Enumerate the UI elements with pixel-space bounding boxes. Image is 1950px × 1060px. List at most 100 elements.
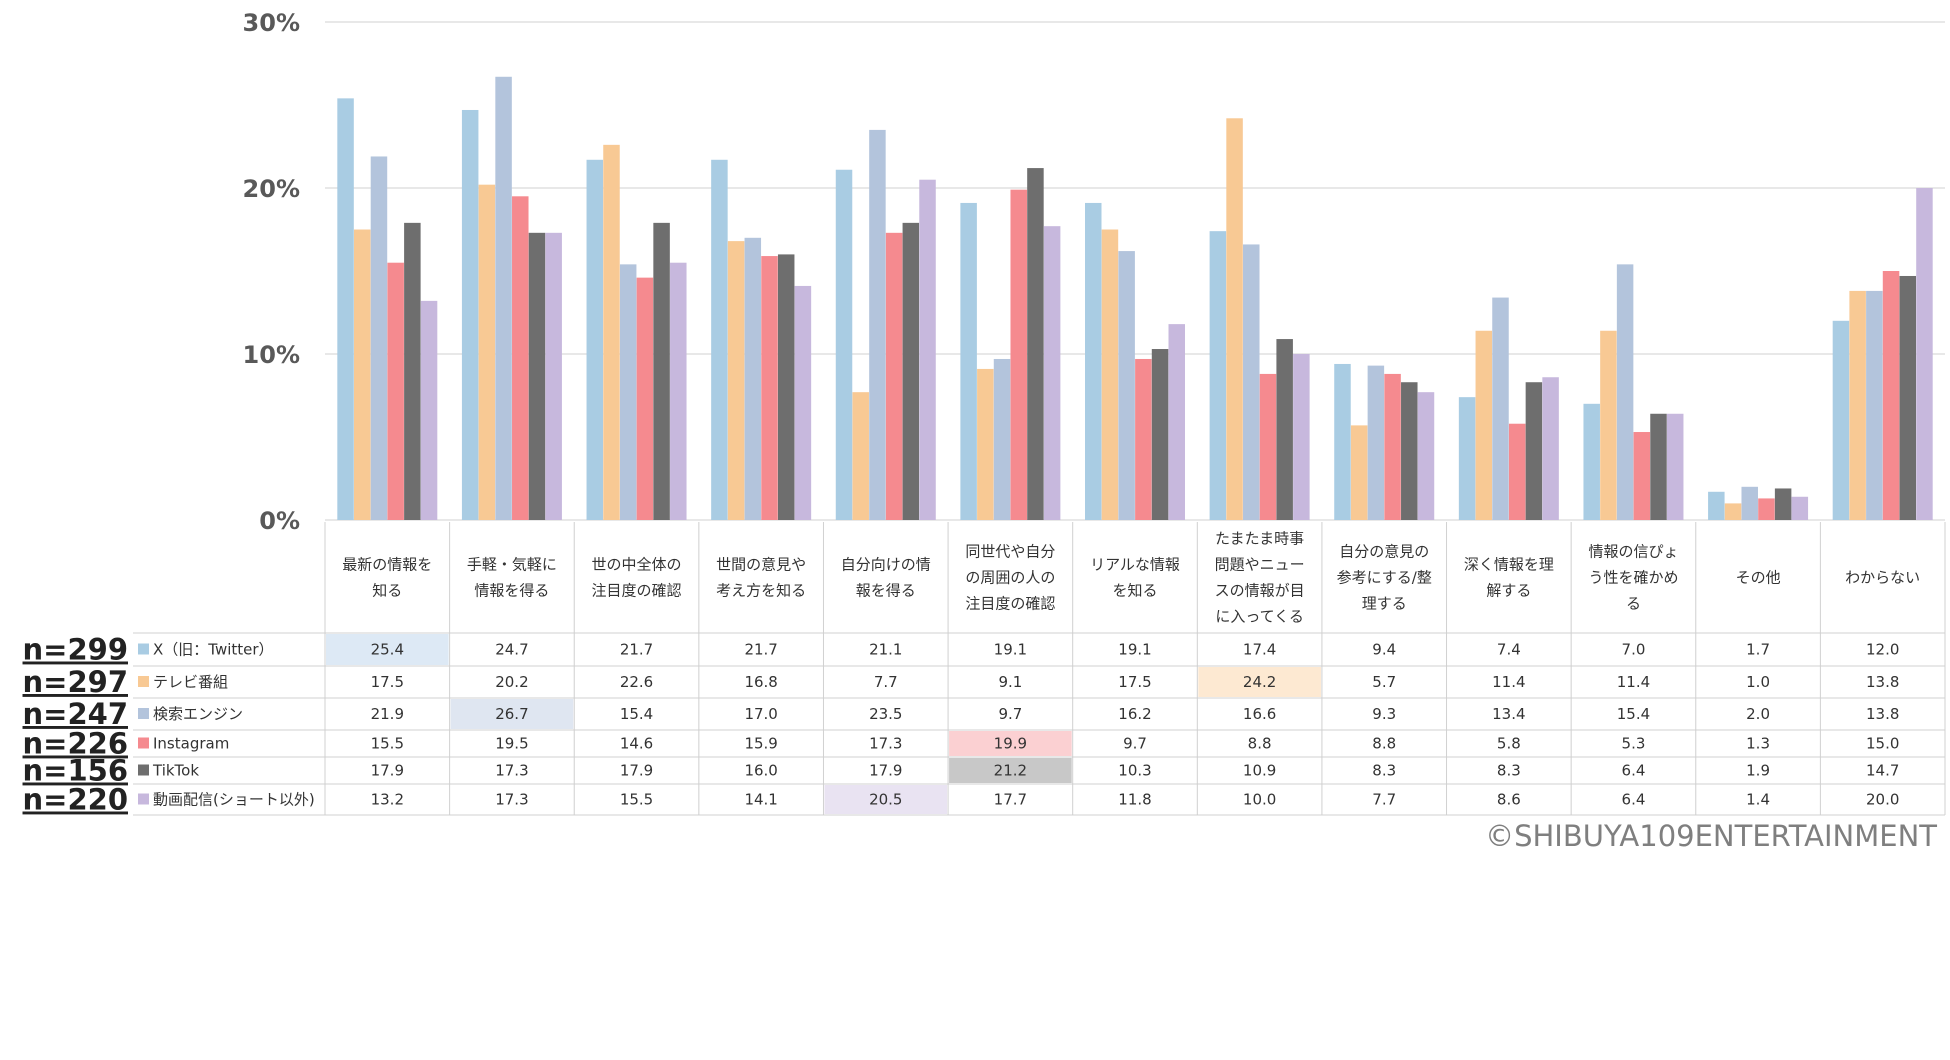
data-cell: 21.7 [620, 641, 653, 659]
bar [1525, 382, 1543, 520]
legend-swatch [138, 708, 149, 719]
category-label: リアルな情報を知る [1090, 556, 1180, 600]
legend-swatch [138, 737, 149, 749]
data-cell: 15.5 [371, 735, 404, 753]
legend-swatch [138, 643, 149, 655]
bar [1293, 354, 1310, 520]
bar [545, 232, 562, 520]
highlight-cell [450, 699, 574, 729]
highlight-cell [824, 785, 948, 814]
y-tick-label: 10% [243, 341, 300, 369]
data-cell: 7.4 [1497, 641, 1521, 659]
bar [1774, 488, 1792, 520]
sample-size-label: n=226 [23, 727, 128, 761]
data-cell: 20.0 [1866, 791, 1899, 809]
data-cell: 5.8 [1497, 735, 1521, 753]
data-cell: 16.8 [744, 673, 777, 691]
data-cell: 15.5 [620, 791, 653, 809]
bar [1118, 251, 1135, 520]
data-cell: 17.3 [495, 791, 528, 809]
data-cell: 10.3 [1118, 762, 1151, 780]
data-cell: 15.4 [1617, 705, 1650, 723]
bar [993, 358, 1011, 520]
data-cell: 24.7 [495, 641, 528, 659]
data-cell: 6.4 [1622, 762, 1646, 780]
data-cell: 8.3 [1497, 762, 1521, 780]
data-cell: 19.1 [994, 641, 1027, 659]
data-cell: 21.9 [371, 705, 404, 723]
bar [1616, 264, 1634, 520]
data-cell: 13.2 [371, 791, 404, 809]
bar [387, 262, 404, 520]
bar [495, 76, 512, 520]
bar [1724, 503, 1742, 520]
bar [636, 277, 654, 520]
data-cell: 24.2 [1243, 673, 1276, 691]
highlight-cell [326, 634, 449, 665]
bar [1334, 363, 1351, 520]
bar [777, 254, 795, 520]
bar [1882, 271, 1900, 520]
data-cell: 13.8 [1866, 705, 1899, 723]
gridlines [325, 21, 1945, 521]
bar [1243, 244, 1260, 520]
bar [919, 179, 936, 520]
bar [1209, 231, 1227, 520]
data-cell: 17.0 [744, 705, 777, 723]
legend-label: X（旧：Twitter） [153, 641, 274, 659]
data-cell: 7.0 [1622, 641, 1646, 659]
data-cell: 26.7 [495, 705, 528, 723]
bar [1492, 297, 1509, 520]
bar [727, 241, 745, 520]
data-cell: 14.6 [620, 735, 653, 753]
data-cell: 8.8 [1372, 735, 1396, 753]
data-cell: 19.1 [1118, 641, 1151, 659]
data-cell: 12.0 [1866, 641, 1899, 659]
bar [670, 262, 687, 520]
bar [1367, 365, 1385, 520]
bar [1458, 397, 1476, 520]
category-label: 自分の意見の参考にする/整理する [1337, 543, 1432, 613]
data-cell: 19.9 [994, 735, 1027, 753]
bar [1151, 349, 1169, 520]
data-cell: 13.4 [1492, 705, 1525, 723]
data-cell: 2.0 [1746, 705, 1770, 723]
bar [794, 285, 812, 520]
data-cell: 17.3 [495, 762, 528, 780]
bar [1849, 290, 1866, 520]
data-cell: 15.4 [620, 705, 653, 723]
data-cell: 21.7 [744, 641, 777, 659]
data-cell: 14.7 [1866, 762, 1899, 780]
legend-swatch [138, 676, 149, 687]
data-cell: 15.9 [744, 735, 777, 753]
y-tick-label: 30% [243, 9, 300, 37]
bar [1650, 413, 1667, 520]
bar [1666, 413, 1684, 520]
legend-label: 検索エンジン [153, 705, 243, 723]
bar [1791, 496, 1809, 520]
y-tick-label: 0% [259, 507, 300, 535]
bar [1708, 491, 1725, 520]
bar [885, 232, 903, 520]
bar [1583, 403, 1600, 520]
data-cell: 19.5 [495, 735, 528, 753]
bar [1475, 330, 1493, 520]
data-cell: 20.2 [495, 673, 528, 691]
category-label: 手軽・気軽に情報を得る [467, 556, 557, 600]
data-cell: 9.7 [998, 705, 1022, 723]
category-label: 情報の信ぴょう性を確かめる [1588, 543, 1678, 613]
bar [1899, 275, 1916, 520]
bar [461, 109, 479, 520]
data-cell: 1.0 [1746, 673, 1770, 691]
data-cell: 11.8 [1118, 791, 1151, 809]
bar [1276, 339, 1293, 520]
data-cell: 21.1 [869, 641, 902, 659]
highlight-cell [949, 758, 1072, 783]
legend-label: Instagram [153, 735, 229, 753]
bar [761, 256, 778, 520]
category-label: 最新の情報を知る [342, 556, 432, 600]
bar [1168, 324, 1185, 520]
bar [960, 202, 977, 520]
data-cell: 10.0 [1243, 791, 1276, 809]
